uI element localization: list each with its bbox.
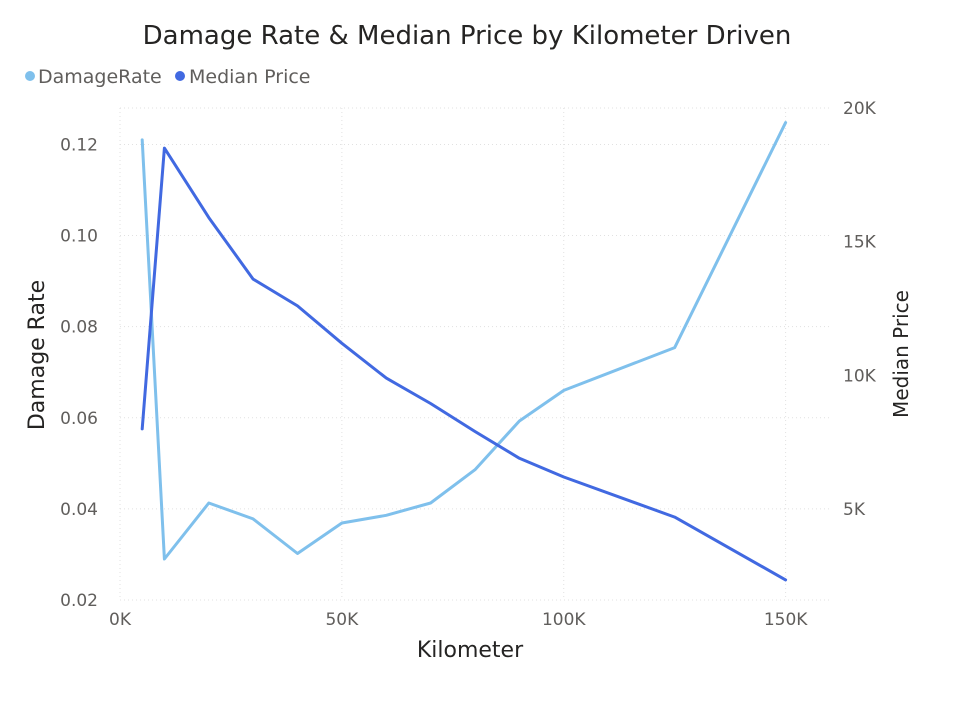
x-axis-title: Kilometer <box>417 638 524 663</box>
legend-marker-median-price <box>175 71 185 81</box>
y-left-tick-label: 0.10 <box>60 227 98 247</box>
y-left-tick-label: 0.08 <box>60 318 98 338</box>
y-right-tick-label: 20K <box>843 99 877 119</box>
y-right-tick-label: 5K <box>843 500 866 520</box>
series-lines <box>140 121 788 582</box>
y-left-tick-label: 0.12 <box>60 135 98 155</box>
legend-marker-damagerate <box>25 71 35 81</box>
series-line-damagerate[interactable] <box>140 121 788 561</box>
x-tick-label: 0K <box>109 610 132 630</box>
y-axis-left-title: Damage Rate <box>25 280 50 430</box>
legend-item-damagerate[interactable]: DamageRate <box>25 66 162 88</box>
tick-labels: 0.02 0.04 0.06 0.08 0.10 0.12 5K 10K 15K 20K 0K 50K… <box>60 99 876 630</box>
y-axis-right-title: Median Price <box>889 290 913 418</box>
y-left-tick-label: 0.06 <box>60 409 98 429</box>
x-tick-label: 50K <box>325 610 359 630</box>
y-left-tick-label: 0.04 <box>60 500 98 520</box>
y-right-tick-label: 10K <box>843 366 877 386</box>
chart-title: Damage Rate & Median Price by Kilometer … <box>143 21 792 51</box>
x-tick-label: 150K <box>764 610 808 630</box>
legend: DamageRate Median Price <box>25 66 311 88</box>
y-left-tick-label: 0.02 <box>60 591 98 611</box>
legend-label-median-price: Median Price <box>189 66 311 88</box>
x-tick-label: 100K <box>542 610 586 630</box>
legend-label-damagerate: DamageRate <box>38 66 162 88</box>
series-line-median-price[interactable] <box>140 146 788 582</box>
gridlines <box>119 107 830 601</box>
legend-item-median-price[interactable]: Median Price <box>175 66 311 88</box>
y-right-tick-label: 15K <box>843 233 877 253</box>
